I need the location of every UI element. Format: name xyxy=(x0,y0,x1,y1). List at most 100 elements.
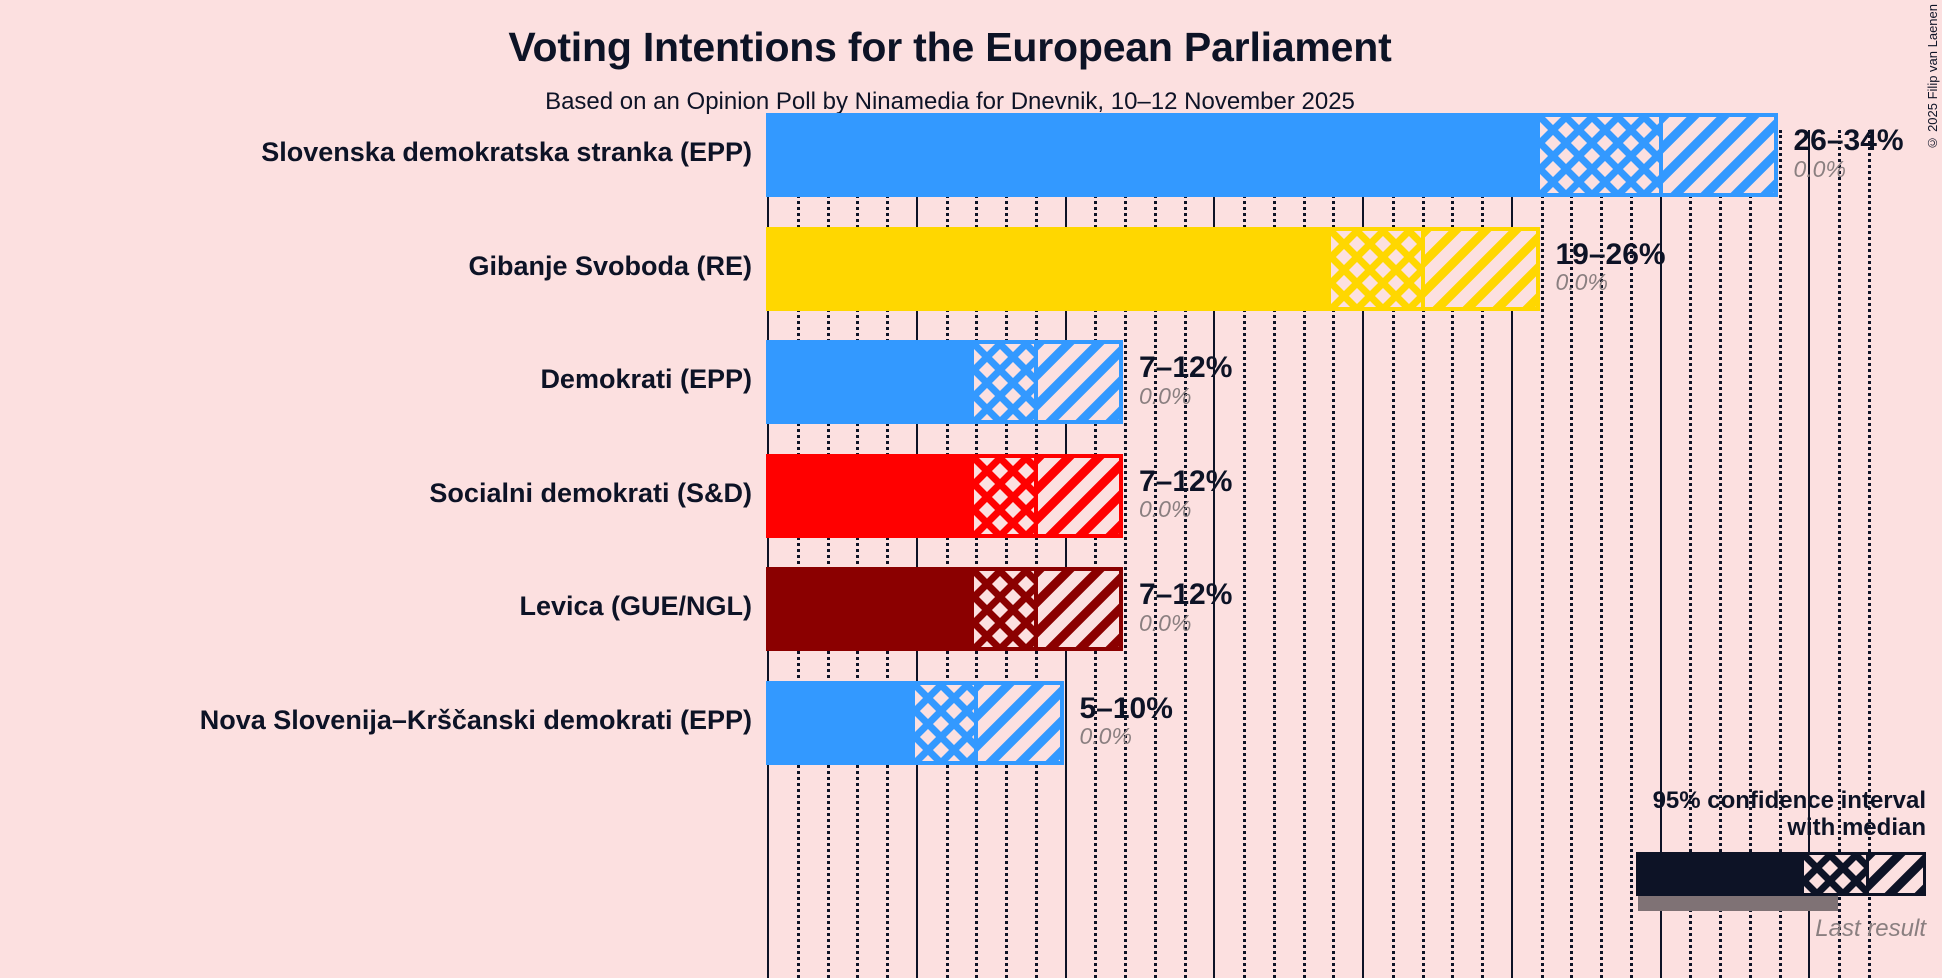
gridline-minor xyxy=(1540,130,1544,978)
confidence-interval-bar xyxy=(766,340,1123,424)
gridline-minor xyxy=(1094,130,1098,978)
bar-row: Slovenska demokratska stranka (EPP) 26–34… xyxy=(0,113,1942,197)
gridline-major xyxy=(915,130,918,978)
bar-solid-segment xyxy=(766,113,1540,197)
gridline-minor xyxy=(1451,130,1455,978)
gridline-major xyxy=(1808,130,1811,978)
gridline-minor xyxy=(945,130,949,978)
bar-row: Demokrati (EPP) 7–12% 0.0% xyxy=(0,340,1942,424)
bar-solid-segment xyxy=(766,567,975,651)
gridline-minor xyxy=(1838,130,1841,978)
legend-last-result-bar xyxy=(1638,895,1838,911)
party-label: Nova Slovenija–Krščanski demokrati (EPP) xyxy=(199,704,752,735)
bar-diagonal-segment xyxy=(974,680,1064,765)
bar-crosshatch-segment xyxy=(914,680,975,765)
confidence-interval-bar xyxy=(766,680,1064,765)
gridline-minor xyxy=(1183,130,1187,978)
gridline-minor xyxy=(796,130,800,978)
bar-value-labels: 7–12% 0.0% xyxy=(1139,465,1232,523)
gridline-minor xyxy=(975,130,979,978)
confidence-interval-bar xyxy=(766,113,1778,197)
confidence-range-label: 7–12% xyxy=(1139,578,1233,611)
bar-crosshatch-segment xyxy=(1331,226,1421,311)
bar-solid-segment xyxy=(766,340,975,424)
gridline-minor xyxy=(1570,130,1574,978)
confidence-range-label: 19–26% xyxy=(1555,237,1666,271)
bar-crosshatch-segment xyxy=(974,567,1034,651)
gridline-minor xyxy=(1600,130,1603,978)
last-result-value: 0.0% xyxy=(1139,496,1192,522)
gridline-major xyxy=(1213,130,1216,978)
gridline-minor xyxy=(1778,130,1782,978)
gridline-minor xyxy=(1272,130,1276,978)
gridline-minor xyxy=(1481,130,1484,978)
bar-solid-segment xyxy=(766,680,915,765)
bar-diagonal-segment xyxy=(1033,453,1123,538)
legend-interval-bar xyxy=(1636,851,1926,896)
bar-row: Levica (GUE/NGL) 7–12% 0.0% xyxy=(0,567,1942,651)
gridline-minor xyxy=(1302,130,1306,978)
gridline-minor xyxy=(1034,130,1038,978)
confidence-interval-bar xyxy=(766,567,1123,651)
gridline-major xyxy=(1362,130,1364,978)
gridline-minor xyxy=(1689,130,1693,978)
page-title: Voting Intentions for the European Parli… xyxy=(508,24,1392,70)
party-label: Demokrati (EPP) xyxy=(540,364,752,394)
gridline-minor xyxy=(1153,130,1157,978)
gridline-major xyxy=(1510,130,1513,978)
gridline-minor xyxy=(1719,130,1722,978)
gridline-minor xyxy=(1748,130,1752,978)
party-label: Slovenska demokratska stranka (EPP) xyxy=(261,137,752,167)
gridline-major xyxy=(1659,130,1662,978)
bar-value-labels: 5–10% 0.0% xyxy=(1079,691,1173,750)
plot-area xyxy=(767,130,1887,978)
bar-crosshatch-segment xyxy=(974,453,1034,538)
last-result-value: 0.0% xyxy=(1139,609,1192,636)
confidence-range-label: 7–12% xyxy=(1139,351,1233,384)
bar-diagonal-segment xyxy=(1420,226,1540,311)
legend-solid-segment xyxy=(1639,854,1804,893)
legend-line-1: 95% confidence interval xyxy=(1652,787,1926,814)
confidence-interval-bar xyxy=(766,226,1540,311)
party-label: Socialni demokrati (S&D) xyxy=(429,477,752,508)
gridline-minor xyxy=(1005,130,1008,978)
bar-value-labels: 19–26% 0.0% xyxy=(1555,237,1666,296)
legend-last-result-label: Last result xyxy=(1815,914,1926,942)
gridline-minor xyxy=(826,130,830,978)
legend-crosshatch-segment xyxy=(1803,854,1867,893)
gridline-major xyxy=(767,130,769,978)
last-result-value: 0.0% xyxy=(1555,269,1608,295)
page-subtitle: Based on an Opinion Poll by Ninamedia fo… xyxy=(545,88,1355,115)
bar-row: Gibanje Svoboda (RE) 19–26% 0.0% xyxy=(0,226,1942,311)
bar-row: Socialni demokrati (S&D) 7–12% 0.0% xyxy=(0,453,1942,538)
bar-value-labels: 7–12% 0.0% xyxy=(1139,579,1232,636)
gridline-minor xyxy=(1391,130,1395,978)
gridline-minor xyxy=(886,130,889,978)
party-label: Gibanje Svoboda (RE) xyxy=(468,250,752,281)
gridline-minor xyxy=(1124,130,1127,978)
confidence-interval-bar xyxy=(766,453,1123,538)
legend-line-2: with median xyxy=(1787,813,1926,841)
legend-last-result-wrap xyxy=(1566,895,1926,911)
bar-solid-segment xyxy=(766,453,975,538)
bar-solid-segment xyxy=(766,226,1332,311)
bar-diagonal-segment xyxy=(1033,567,1123,651)
last-result-value: 0.0% xyxy=(1139,382,1192,409)
confidence-range-label: 5–10% xyxy=(1079,691,1173,725)
gridline-minor xyxy=(1629,130,1633,978)
chart-legend: 95% confidence interval with median Last… xyxy=(1566,787,1926,943)
last-result-value: 0.0% xyxy=(1793,155,1846,182)
bar-value-labels: 26–34% 0.0% xyxy=(1794,125,1904,182)
confidence-range-label: 26–34% xyxy=(1793,124,1904,157)
bar-diagonal-segment xyxy=(1033,340,1123,424)
gridline-minor xyxy=(1421,130,1425,978)
party-label: Levica (GUE/NGL) xyxy=(519,591,752,621)
gridline-minor xyxy=(1332,130,1336,978)
bar-crosshatch-segment xyxy=(974,340,1034,424)
gridline-minor xyxy=(1243,130,1246,978)
bar-value-labels: 7–12% 0.0% xyxy=(1139,352,1232,409)
last-result-value: 0.0% xyxy=(1079,723,1132,749)
legend-diagonal-segment xyxy=(1866,854,1923,893)
bar-row: Nova Slovenija–Krščanski demokrati (EPP)… xyxy=(0,680,1942,765)
